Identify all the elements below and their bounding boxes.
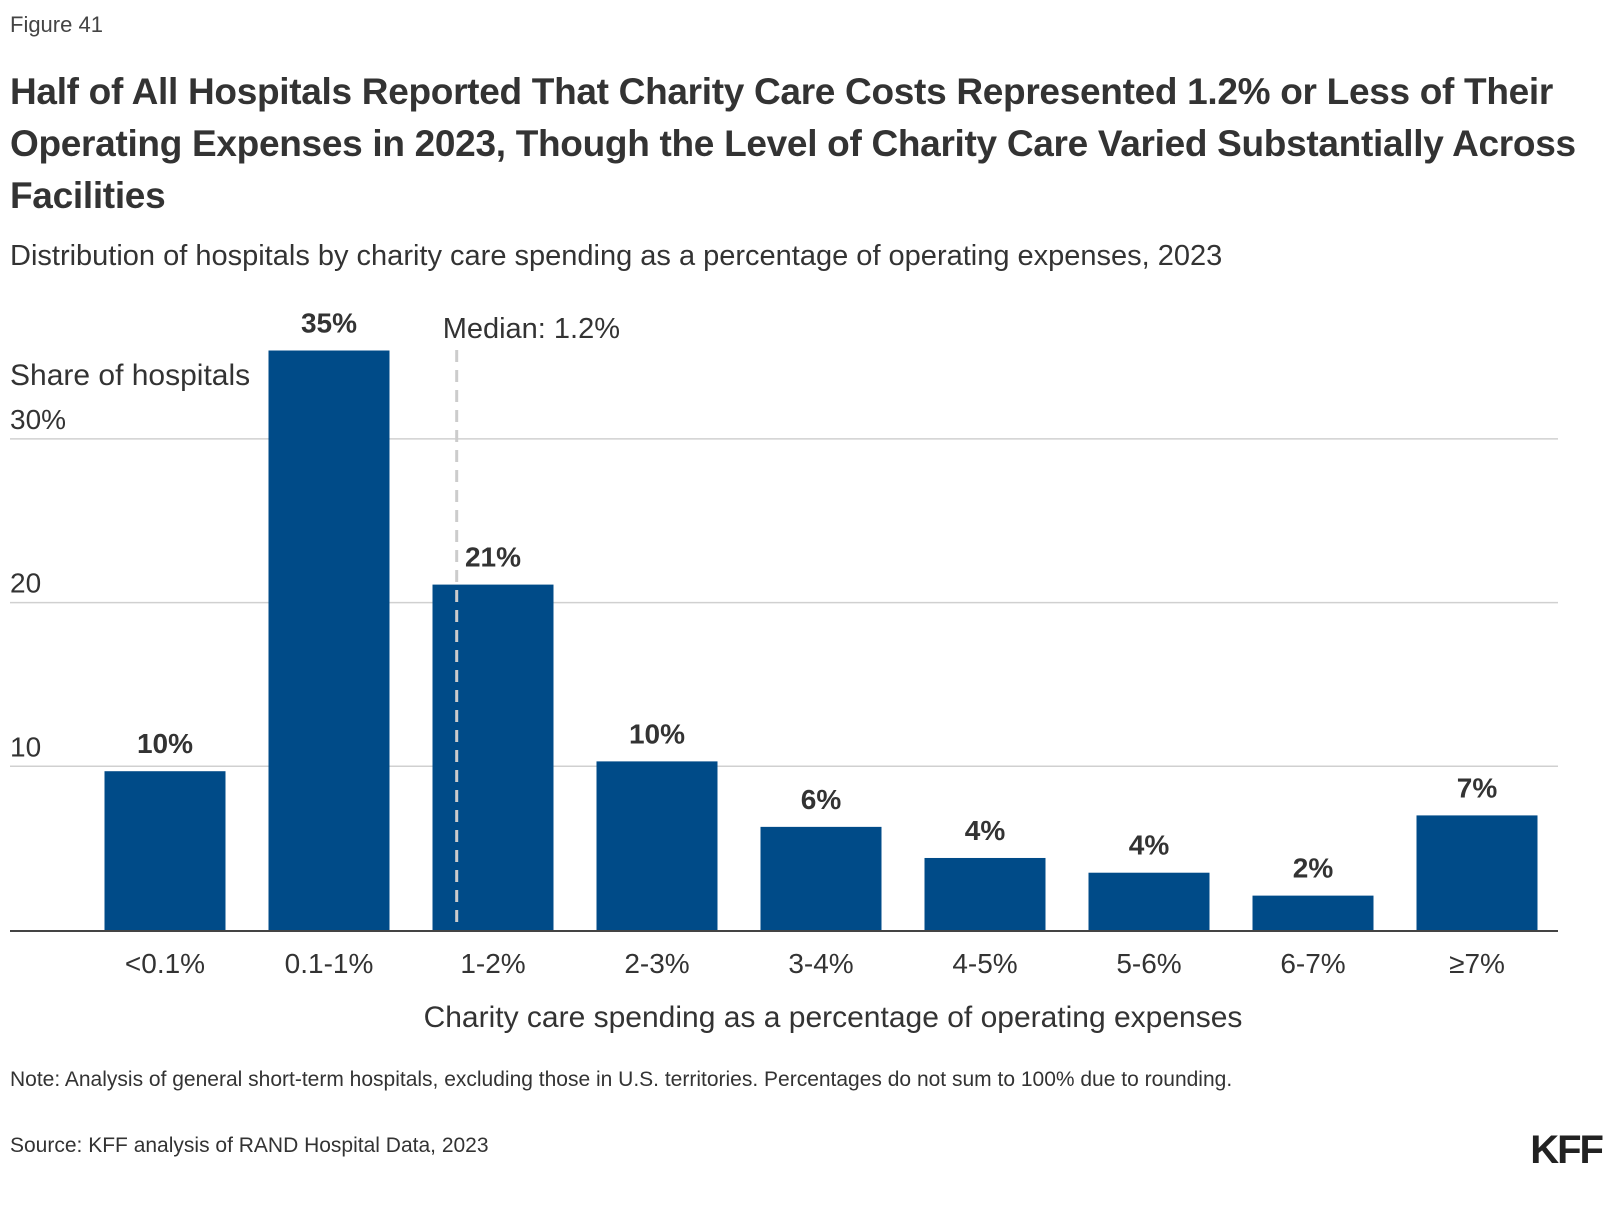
bar — [104, 771, 226, 930]
median-annotation: Median: 1.2% — [443, 313, 620, 930]
x-tick-label: <0.1% — [125, 948, 205, 979]
gridlines — [10, 438, 1558, 768]
bar — [1088, 872, 1210, 930]
chart-subtitle: Distribution of hospitals by charity car… — [10, 240, 1223, 272]
x-tick-label: ≥7% — [1449, 948, 1505, 979]
y-tick-label: 10 — [10, 731, 41, 762]
figure-label: Figure 41 — [10, 12, 103, 37]
data-labels: 10% 35% 21% 10% 6% 4% 4% 2% 7% — [137, 308, 1497, 884]
median-label: Median: 1.2% — [443, 313, 620, 345]
x-tick-labels: <0.1% 0.1-1% 1-2% 2-3% 3-4% 4-5% 5-6% 6-7% ≥7% — [125, 948, 1505, 979]
bar — [432, 584, 554, 930]
y-tick-label: 20 — [10, 568, 41, 599]
x-tick-label: 6-7% — [1280, 948, 1345, 979]
data-label: 21% — [465, 542, 521, 573]
x-tick-label: 5-6% — [1116, 948, 1181, 979]
data-label: 4% — [965, 815, 1006, 846]
chart-source: Source: KFF analysis of RAND Hospital Da… — [10, 1134, 489, 1157]
x-tick-label: 1-2% — [460, 948, 525, 979]
data-label: 7% — [1457, 772, 1498, 803]
y-axis-label: Share of hospitals — [10, 359, 250, 392]
data-label: 35% — [301, 308, 357, 339]
chart-note: Note: Analysis of general short-term hos… — [10, 1068, 1233, 1091]
x-tick-label: 0.1-1% — [285, 948, 374, 979]
bar — [268, 350, 390, 930]
bar — [1416, 815, 1538, 930]
y-tick-label: 30% — [10, 404, 66, 435]
bar — [924, 857, 1046, 930]
data-label: 10% — [137, 728, 193, 759]
x-tick-label: 4-5% — [952, 948, 1017, 979]
bar — [760, 826, 882, 930]
bars — [104, 350, 1538, 930]
x-axis-label: Charity care spending as a percentage of… — [424, 1001, 1243, 1034]
x-tick-label: 2-3% — [624, 948, 689, 979]
x-tick-label: 3-4% — [788, 948, 853, 979]
bar — [1252, 895, 1374, 930]
chart-title: Half of All Hospitals Reported That Char… — [10, 71, 1576, 216]
data-label: 2% — [1293, 853, 1334, 884]
data-label: 4% — [1129, 830, 1170, 861]
data-label: 10% — [629, 718, 685, 749]
data-label: 6% — [801, 784, 842, 815]
kff-logo: KFF — [1530, 1128, 1604, 1172]
bar — [596, 761, 718, 930]
y-tick-labels: 10 20 30% — [10, 404, 66, 762]
